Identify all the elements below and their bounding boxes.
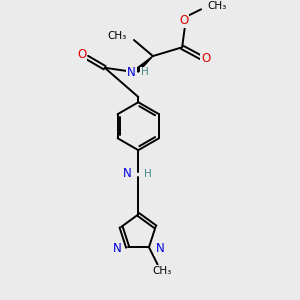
Text: N: N <box>127 66 136 79</box>
Text: O: O <box>77 48 86 61</box>
Text: H: H <box>141 67 149 77</box>
Text: CH₃: CH₃ <box>107 31 127 40</box>
Text: CH₃: CH₃ <box>208 2 227 11</box>
Polygon shape <box>136 56 153 72</box>
Text: O: O <box>201 52 210 65</box>
Text: H: H <box>144 169 152 178</box>
Text: O: O <box>179 14 188 28</box>
Text: N: N <box>112 242 121 255</box>
Text: N: N <box>155 242 164 255</box>
Text: N: N <box>123 167 132 180</box>
Text: CH₃: CH₃ <box>152 266 172 276</box>
